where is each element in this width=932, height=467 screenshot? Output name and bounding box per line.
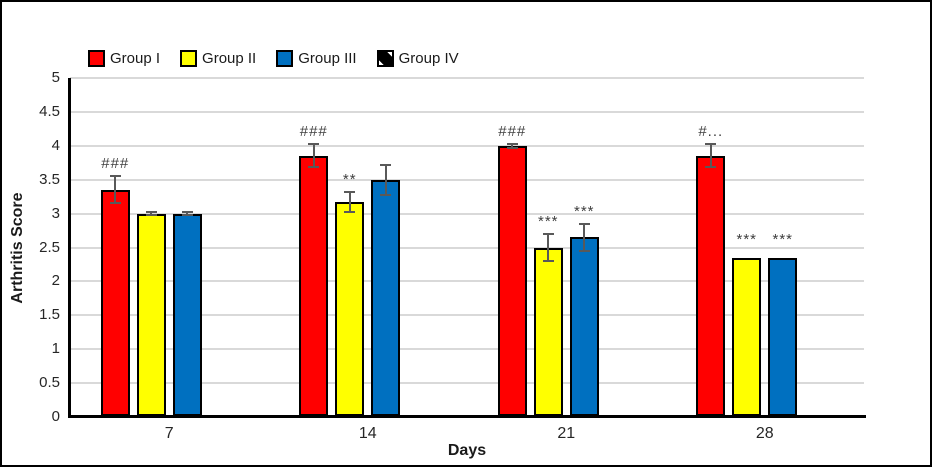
- y-axis-line: [68, 78, 71, 418]
- gridline-y-0.5: [70, 382, 864, 385]
- bar-group-ii-day-7: [136, 213, 166, 416]
- error-bar-group-i-day-28: [709, 144, 712, 168]
- gridline-y-2: [70, 280, 864, 283]
- error-cap-top: [145, 211, 157, 214]
- error-bar-group-ii-day-7: [150, 212, 153, 215]
- error-cap-top: [308, 143, 320, 146]
- gridline-y-3.5: [70, 178, 864, 181]
- gridline-y-1.5: [70, 314, 864, 317]
- error-cap-top: [542, 232, 554, 235]
- legend-marker-group-ii: [180, 50, 198, 67]
- bar-group-ii-day-14: [335, 202, 365, 416]
- annotation-group-ii-day-28: ***: [736, 230, 757, 248]
- y-tick-label-0.5: 0.5: [39, 374, 60, 392]
- error-cap-bottom: [308, 166, 320, 169]
- x-axis-line: [68, 415, 866, 418]
- annotation-group-iii-day-21: ***: [573, 202, 595, 220]
- y-tick-label-0: 0: [51, 408, 60, 425]
- legend-item-group-iii: Group III: [276, 50, 357, 67]
- legend-label-group-iii: Group III: [298, 50, 357, 67]
- legend-item-group-ii: Group II: [180, 50, 256, 67]
- error-cap-bottom: [344, 211, 356, 214]
- chart-legend: Group I Group II Group III Group IV: [88, 50, 459, 67]
- error-cap-top: [578, 222, 590, 225]
- x-tick-label-21: 21: [557, 425, 576, 442]
- error-cap-bottom: [542, 260, 554, 263]
- legend-item-group-i: Group I: [88, 50, 160, 67]
- y-tick-label-1: 1: [51, 340, 60, 358]
- error-bar-group-ii-day-14: [348, 191, 351, 213]
- legend-marker-group-iii: [276, 50, 294, 67]
- bar-group-i-day-28: [696, 155, 726, 416]
- bar-group-i-day-21: [497, 145, 527, 416]
- bar-group-i-day-14: [299, 155, 329, 416]
- gridline-y-3: [70, 212, 864, 215]
- error-bar-group-i-day-21: [511, 143, 514, 148]
- legend-label-group-ii: Group II: [202, 50, 257, 67]
- y-tick-label-2: 2: [51, 272, 60, 290]
- error-cap-bottom: [506, 146, 518, 149]
- gridline-y-1: [70, 348, 864, 351]
- error-cap-bottom: [578, 249, 590, 252]
- annotation-group-i-day-28: #...: [698, 123, 724, 141]
- error-bar-group-iii-day-14: [384, 164, 387, 195]
- error-cap-bottom: [181, 213, 193, 216]
- annotation-group-i-day-7: ###: [101, 155, 130, 173]
- legend-label-group-iv: Group IV: [398, 50, 459, 67]
- annotation-group-i-day-21: ###: [498, 122, 527, 140]
- gridline-y-4: [70, 144, 864, 147]
- error-cap-bottom: [705, 166, 717, 169]
- x-tick-label-28: 28: [755, 425, 774, 442]
- error-cap-top: [380, 163, 392, 166]
- x-tick-label-14: 14: [358, 425, 377, 442]
- x-axis-title: Days: [447, 442, 487, 459]
- error-bar-group-iii-day-7: [186, 212, 189, 215]
- bar-group-iii-day-7: [172, 213, 202, 416]
- y-tick-label-3: 3: [51, 204, 60, 222]
- error-cap-bottom: [145, 213, 157, 216]
- annotation-group-ii-day-14: **: [342, 170, 357, 188]
- y-tick-label-4.5: 4.5: [39, 102, 60, 120]
- gridline-y-2.5: [70, 246, 864, 249]
- bar-group-iii-day-28: [768, 257, 798, 416]
- bar-group-ii-day-28: [732, 257, 762, 416]
- legend-item-group-iv: Group IV: [376, 50, 459, 67]
- gridline-y-5: [70, 77, 864, 79]
- error-cap-top: [344, 190, 356, 193]
- annotation-group-iii-day-28: ***: [772, 230, 793, 248]
- annotation-group-ii-day-21: ***: [537, 212, 559, 230]
- bar-group-i-day-7: [100, 189, 130, 416]
- legend-label-group-i: Group I: [110, 50, 161, 67]
- error-cap-top: [506, 142, 518, 145]
- error-bar-group-i-day-14: [312, 144, 315, 168]
- y-tick-label-2.5: 2.5: [39, 238, 60, 256]
- error-bar-group-ii-day-21: [547, 233, 550, 262]
- error-bar-group-i-day-7: [114, 176, 117, 204]
- bar-group-iii-day-21: [569, 237, 599, 416]
- error-cap-top: [705, 143, 717, 146]
- y-tick-label-1.5: 1.5: [39, 306, 60, 324]
- bar-group-iii-day-14: [371, 179, 401, 416]
- x-tick-label-7: 7: [164, 425, 174, 442]
- error-cap-bottom: [109, 202, 121, 205]
- gridline-y-4.5: [70, 110, 864, 113]
- error-cap-bottom: [380, 193, 392, 196]
- error-cap-top: [181, 211, 193, 214]
- y-tick-label-5: 5: [51, 69, 60, 86]
- annotation-group-i-day-14: ###: [299, 123, 328, 141]
- y-tick-label-3.5: 3.5: [39, 170, 60, 188]
- error-cap-top: [109, 175, 121, 178]
- bar-group-ii-day-21: [533, 247, 563, 416]
- y-tick-label-4: 4: [51, 136, 60, 154]
- legend-marker-group-i: [88, 50, 105, 67]
- legend-marker-group-iv: [376, 50, 394, 67]
- error-bar-group-iii-day-21: [583, 223, 586, 251]
